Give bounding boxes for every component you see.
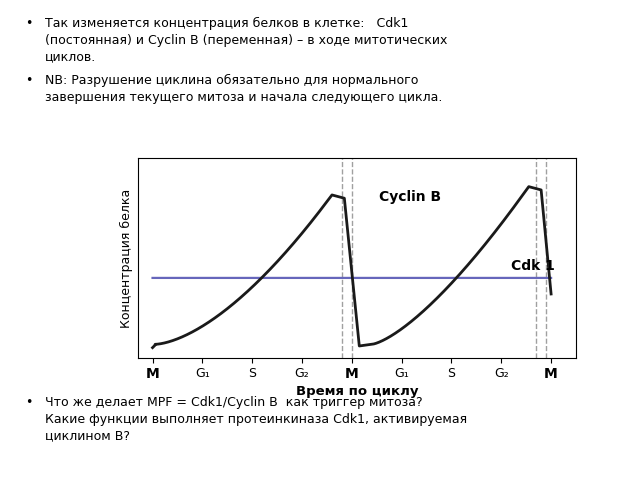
Text: Cdk 1: Cdk 1: [511, 259, 555, 273]
Text: циклов.: циклов.: [45, 50, 96, 63]
Text: Так изменяется концентрация белков в клетке:   Cdk1: Так изменяется концентрация белков в кле…: [45, 17, 408, 30]
Text: Какие функции выполняет протеинкиназа Cdk1, активируемая: Какие функции выполняет протеинкиназа Cd…: [45, 413, 467, 426]
Y-axis label: Концентрация белка: Концентрация белка: [120, 188, 133, 328]
Text: Что же делает MPF = Cdk1/Cyclin B  как триггер митоза?: Что же делает MPF = Cdk1/Cyclin B как тр…: [45, 396, 422, 409]
Text: •: •: [26, 74, 33, 87]
Text: (постоянная) и Cyclin B (переменная) – в ходе митотических: (постоянная) и Cyclin B (переменная) – в…: [45, 34, 447, 47]
X-axis label: Время по циклу: Время по циклу: [296, 385, 418, 398]
Text: завершения текущего митоза и начала следующего цикла.: завершения текущего митоза и начала след…: [45, 91, 442, 104]
Text: циклином B?: циклином B?: [45, 430, 130, 443]
Text: •: •: [26, 396, 33, 409]
Text: Cyclin B: Cyclin B: [380, 190, 442, 204]
Text: •: •: [26, 17, 33, 30]
Text: NB: Разрушение циклина обязательно для нормального: NB: Разрушение циклина обязательно для н…: [45, 74, 418, 87]
